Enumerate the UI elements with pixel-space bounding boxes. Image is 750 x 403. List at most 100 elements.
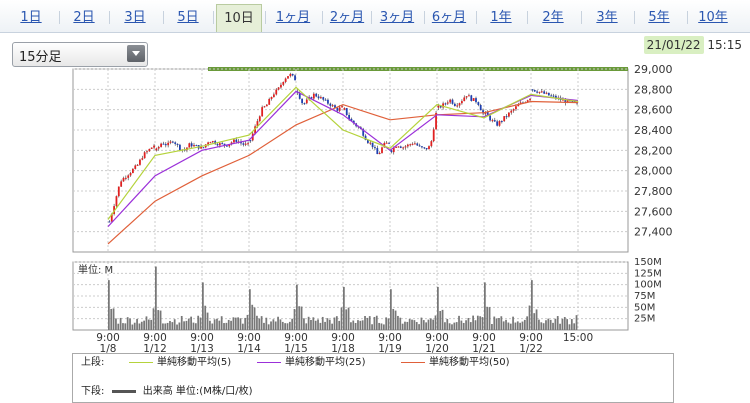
volume-bar xyxy=(392,308,395,330)
x-tick-time: 9:00 xyxy=(143,332,167,344)
volume-bar xyxy=(263,322,265,330)
candle-body xyxy=(449,99,452,103)
candle-body xyxy=(270,97,273,99)
candle-body xyxy=(517,104,520,107)
candle-body xyxy=(552,95,555,97)
tab-1ヶ月[interactable]: 1ヶ月 xyxy=(275,10,311,25)
volume-bar xyxy=(194,323,197,330)
legend-swatch xyxy=(401,361,425,363)
candle-body xyxy=(254,126,256,134)
volume-bar xyxy=(324,321,326,330)
volume-bar xyxy=(333,317,336,330)
volume-bar xyxy=(484,282,486,330)
candle-body xyxy=(390,150,393,153)
volume-bar xyxy=(375,315,378,330)
tab-3日[interactable]: 3日 xyxy=(124,10,146,25)
candle-body xyxy=(280,84,282,88)
candle-body xyxy=(230,142,233,145)
volume-bar xyxy=(145,316,148,330)
candle-body xyxy=(409,144,412,146)
candle-body xyxy=(188,143,191,148)
volume-bar xyxy=(305,323,308,330)
volume-bar xyxy=(328,319,331,330)
tab-3ヶ月[interactable]: 3ヶ月 xyxy=(379,10,415,25)
volume-bar xyxy=(110,308,113,330)
volume-bar xyxy=(227,319,230,330)
volume-bar xyxy=(190,316,192,330)
tab-1年[interactable]: 1年 xyxy=(490,10,512,25)
candle-body xyxy=(141,158,144,160)
volume-bar xyxy=(307,316,310,330)
tab-10年[interactable]: 10年 xyxy=(698,10,728,25)
volume-bar xyxy=(115,318,117,330)
tab-5日[interactable]: 5日 xyxy=(177,10,199,25)
candle-body xyxy=(515,106,517,110)
volume-y-tick-label: 50M xyxy=(634,302,655,313)
legend-series-label: 単純移動平均(50) xyxy=(429,357,510,368)
x-tick-time: 9:00 xyxy=(96,332,120,344)
x-tick-time: 9:00 xyxy=(519,332,543,344)
volume-bar xyxy=(502,321,505,330)
candle-body xyxy=(383,142,386,148)
volume-bar xyxy=(533,313,536,330)
candle-body xyxy=(439,105,442,108)
tab-2日[interactable]: 2日 xyxy=(73,10,95,25)
tab-1日[interactable]: 1日 xyxy=(20,10,42,25)
x-tick-date: 1/8 xyxy=(100,343,117,355)
candle-body xyxy=(331,105,334,107)
volume-bar xyxy=(413,320,416,330)
price-y-tick-label: 27,600 xyxy=(634,205,673,218)
volume-bar xyxy=(270,321,272,330)
tab-10日[interactable]: 10日 xyxy=(216,4,262,32)
candle-body xyxy=(453,103,456,106)
candle-body xyxy=(120,181,123,187)
candle-body xyxy=(322,97,325,100)
x-tick-date: 1/19 xyxy=(378,343,402,355)
volume-bar xyxy=(399,317,402,330)
dropdown-arrow-icon[interactable] xyxy=(127,45,145,62)
candle-body xyxy=(458,103,461,106)
candle-body xyxy=(289,73,292,77)
candle-body xyxy=(547,92,550,96)
candle-body xyxy=(470,95,473,101)
candle-body xyxy=(336,107,339,111)
tab-6ヶ月[interactable]: 6ヶ月 xyxy=(431,10,467,25)
volume-bar xyxy=(523,319,526,330)
volume-bar xyxy=(361,320,364,330)
volume-bar xyxy=(549,319,552,330)
tab-5年[interactable]: 5年 xyxy=(648,10,670,25)
candle-body xyxy=(461,101,463,104)
tab-2ヶ月[interactable]: 2ヶ月 xyxy=(329,10,365,25)
volume-bar xyxy=(542,323,545,330)
candle-body xyxy=(371,142,374,148)
volume-bar xyxy=(246,314,249,330)
legend-item-2: 単純移動平均(50) xyxy=(401,356,510,369)
legend-swatch xyxy=(257,361,281,363)
volume-bar xyxy=(460,320,463,330)
x-tick-date: 1/18 xyxy=(331,343,355,355)
candle-body xyxy=(468,95,470,97)
volume-bar xyxy=(152,308,155,330)
candle-body xyxy=(350,118,353,121)
legend-item-1: 単純移動平均(25) xyxy=(257,356,366,369)
volume-bar xyxy=(347,307,350,330)
volume-bar xyxy=(140,321,143,330)
volume-bar xyxy=(408,318,411,330)
volume-bar xyxy=(401,323,404,330)
interval-select[interactable]: 15分足 xyxy=(12,42,148,67)
volume-bar xyxy=(521,321,524,330)
ma5-line xyxy=(107,86,579,220)
candle-body xyxy=(275,89,278,95)
volume-bar xyxy=(220,316,223,330)
volume-bar xyxy=(286,323,289,330)
volume-bar xyxy=(317,319,319,330)
candle-body xyxy=(503,116,506,122)
volume-bar xyxy=(112,308,115,330)
tab-3年[interactable]: 3年 xyxy=(596,10,618,25)
candle-body xyxy=(411,143,414,145)
timestamp-date: 21/01/22 xyxy=(643,36,704,54)
tab-2年[interactable]: 2年 xyxy=(542,10,564,25)
candle-body xyxy=(352,120,355,124)
volume-bar xyxy=(249,289,251,330)
volume-bar xyxy=(129,318,131,330)
